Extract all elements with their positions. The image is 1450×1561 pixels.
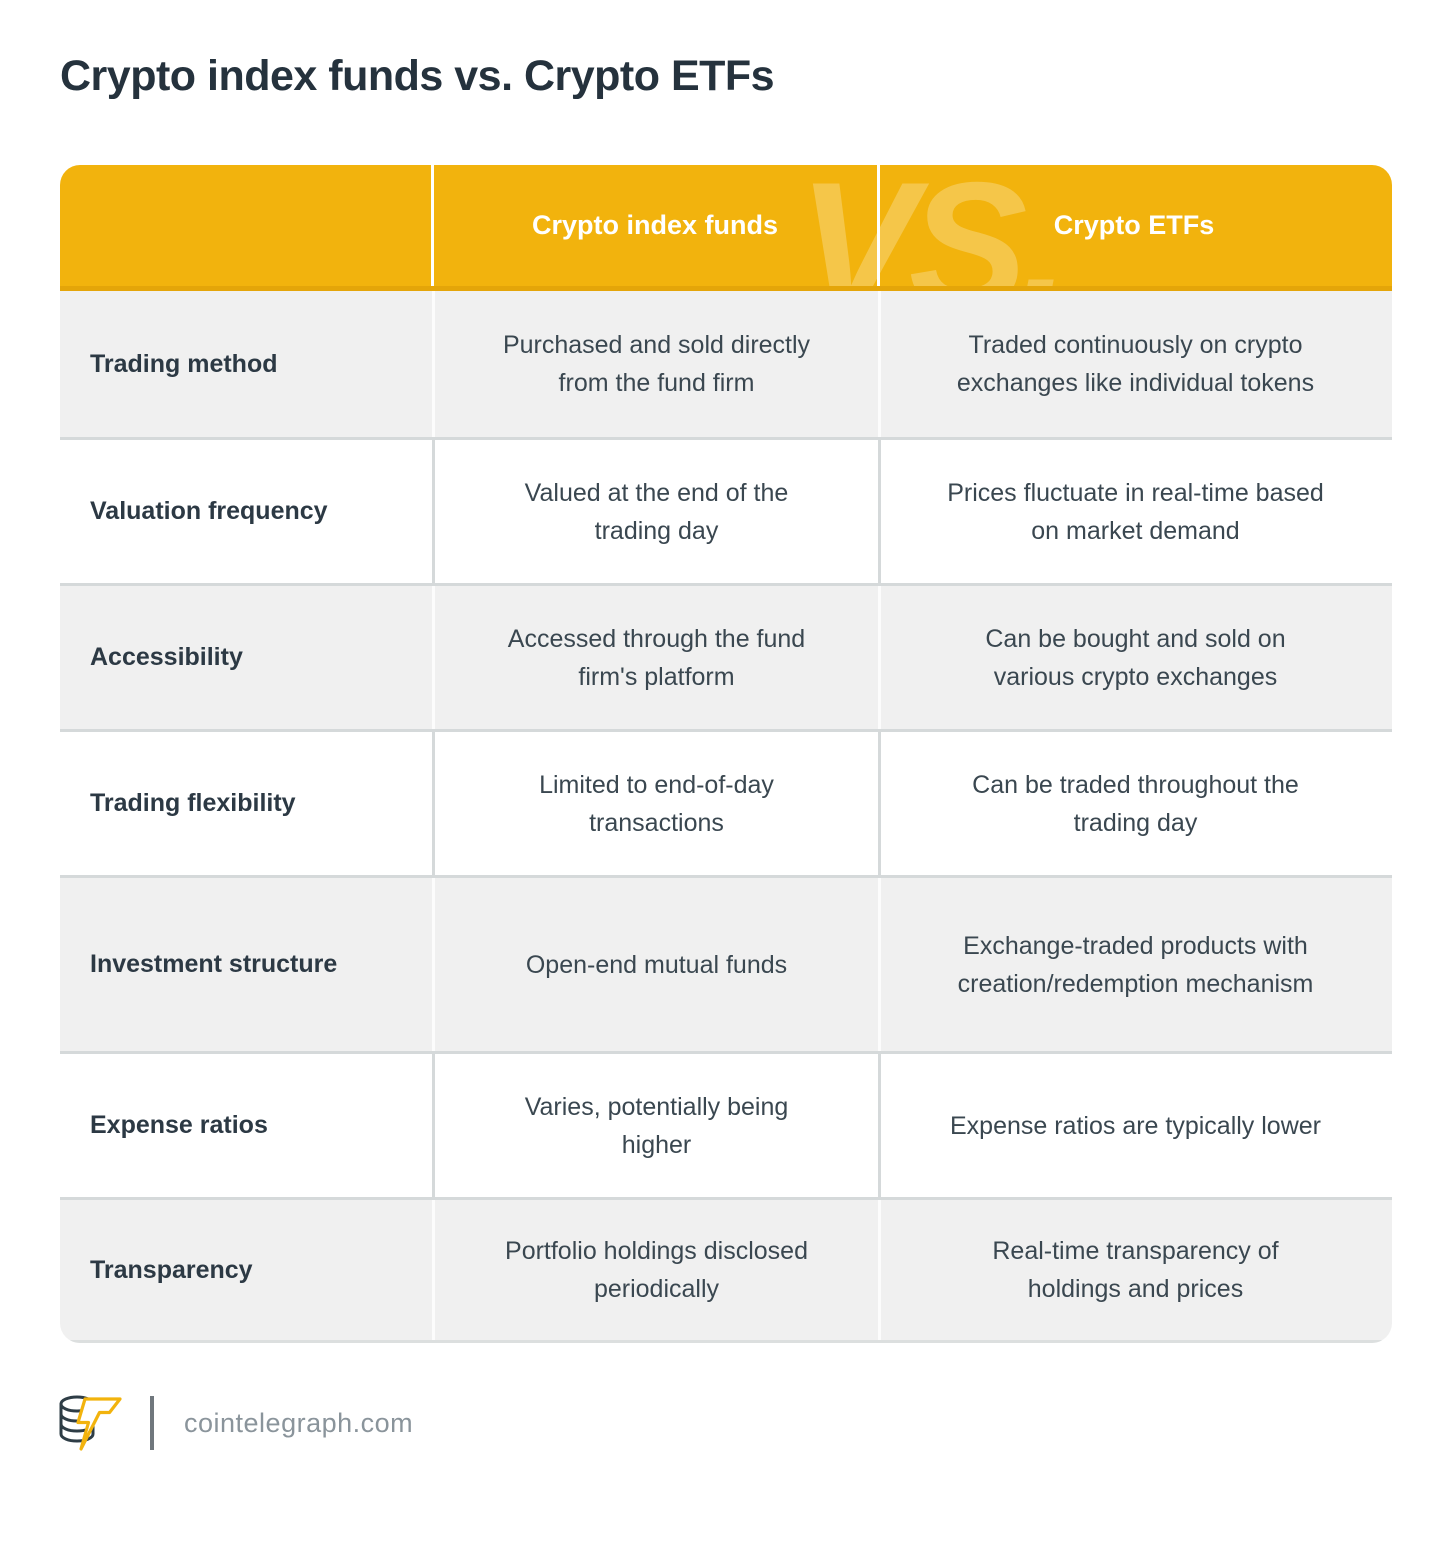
header-column-divider xyxy=(431,165,434,286)
row-label: Trading method xyxy=(90,349,278,378)
index-funds-cell-text: Portfolio holdings disclosed periodicall… xyxy=(505,1237,808,1303)
etfs-cell-text: Can be bought and sold on various crypto… xyxy=(985,624,1286,691)
cointelegraph-logo-icon xyxy=(59,1395,122,1451)
table-row: Expense ratios Varies, potentially being… xyxy=(60,1051,1392,1197)
row-label: Investment structure xyxy=(90,950,338,978)
comparison-table: VS. Crypto index funds Crypto ETFs Tradi… xyxy=(60,165,1392,1343)
header-column-divider xyxy=(877,165,880,286)
table-row: Transparency Portfolio holdings disclose… xyxy=(60,1197,1392,1343)
index-funds-cell-text: Valued at the end of the trading day xyxy=(524,478,789,545)
row-label: Accessibility xyxy=(90,643,243,671)
index-funds-cell-text: Varies, potentially being higher xyxy=(524,1092,789,1159)
table-row: Trading flexibility Limited to end-of-da… xyxy=(60,729,1392,875)
footer-divider xyxy=(150,1396,154,1450)
table-row: Investment structure Open-end mutual fun… xyxy=(60,875,1392,1051)
etfs-cell-text: Exchange-traded products with creation/r… xyxy=(957,931,1314,998)
row-label: Transparency xyxy=(90,1255,253,1284)
table-body: Trading method Purchased and sold direct… xyxy=(60,291,1392,1343)
index-funds-cell-text: Limited to end-of-day transactions xyxy=(539,770,774,837)
table-row: Trading method Purchased and sold direct… xyxy=(60,291,1392,437)
vs-watermark: VS. xyxy=(798,165,1069,291)
row-label: Expense ratios xyxy=(90,1111,268,1139)
etfs-cell-text: Can be traded throughout the trading day xyxy=(972,770,1299,837)
index-funds-cell-text: Open-end mutual funds xyxy=(525,950,788,979)
row-label: Valuation frequency xyxy=(90,497,328,525)
footer-site-text: cointelegraph.com xyxy=(184,1407,414,1438)
header-col-etfs: Crypto ETFs xyxy=(1053,210,1215,240)
footer: cointelegraph.com xyxy=(52,1387,1390,1459)
etfs-cell-text: Real-time transparency of holdings and p… xyxy=(992,1237,1279,1303)
page-title: Crypto index funds vs. Crypto ETFs xyxy=(60,52,775,100)
table-row: Accessibility Accessed through the fund … xyxy=(60,583,1392,729)
index-funds-cell-text: Accessed through the fund firm's platfor… xyxy=(507,624,806,691)
etfs-cell-text: Traded continuously on crypto exchanges … xyxy=(956,331,1315,397)
index-funds-cell-text: Purchased and sold directly from the fun… xyxy=(502,331,811,397)
table-row: Valuation frequency Valued at the end of… xyxy=(60,437,1392,583)
header-cell-empty xyxy=(60,165,432,286)
row-label: Trading flexibility xyxy=(90,789,296,817)
header-col-index-funds: Crypto index funds xyxy=(531,210,778,240)
etfs-cell-text: Prices fluctuate in real-time based on m… xyxy=(947,478,1324,545)
table-header: VS. Crypto index funds Crypto ETFs xyxy=(60,165,1392,291)
etfs-cell-text: Expense ratios are typically lower xyxy=(950,1111,1321,1140)
